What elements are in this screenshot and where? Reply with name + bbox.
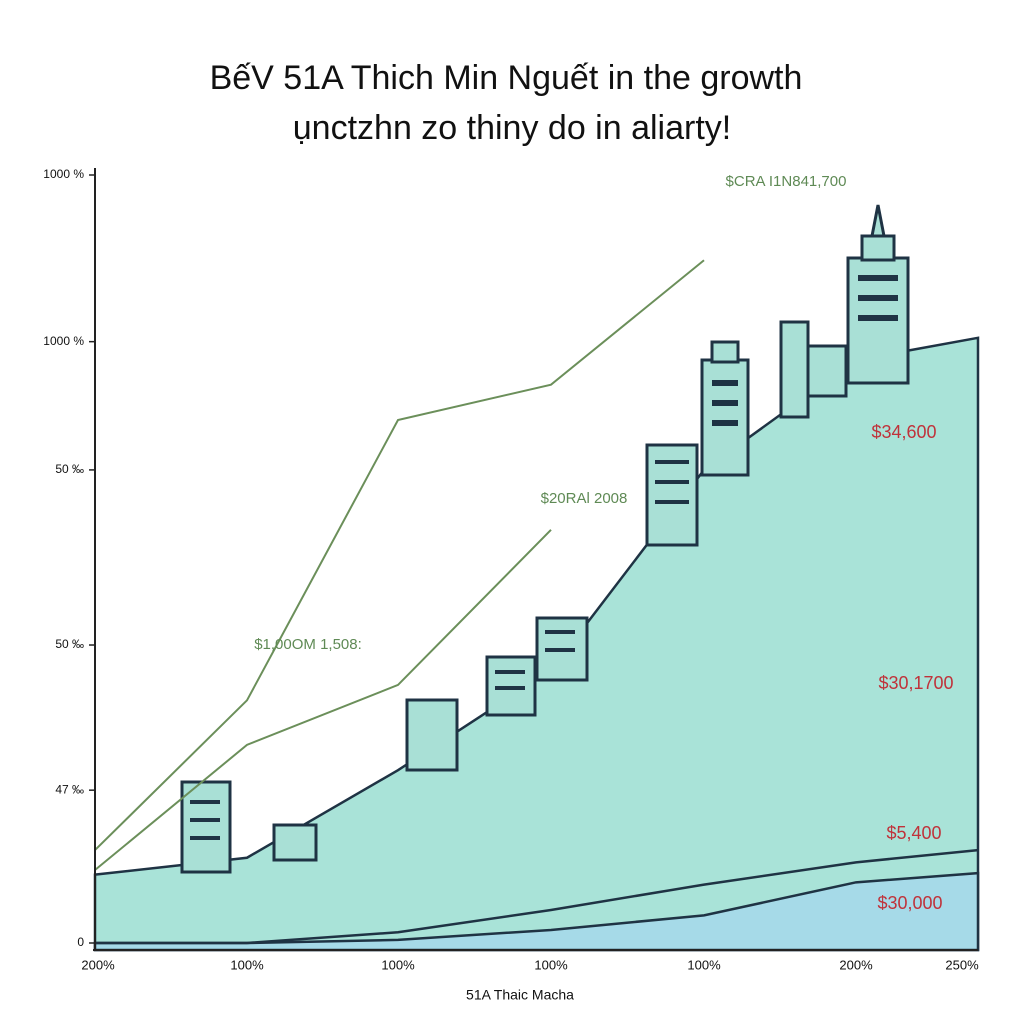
x-tick-label: 100%	[687, 957, 721, 972]
x-tick-label: 200%	[839, 957, 873, 972]
x-tick-label: 200%	[81, 957, 115, 972]
x-axis-label: 51A Thaic Macha	[466, 987, 574, 1003]
line	[94, 529, 552, 871]
chart-title: BếV 51A Thich Min Nguết in the growth	[210, 59, 803, 97]
line	[95, 848, 979, 945]
y-tick-label: 1000 %	[43, 334, 84, 348]
x-tick-label: 100%	[230, 957, 264, 972]
x-tick-label: 100%	[381, 957, 415, 972]
annotation: $1,00OM 1,508:	[254, 636, 362, 653]
annotation: $34,600	[871, 422, 936, 442]
x-tick-label: 250%	[945, 957, 979, 972]
chart-subtitle: ụnctzhn zo thiny do in aliarty!	[293, 109, 731, 147]
y-tick-label: 1000 %	[43, 167, 84, 181]
annotation: $20RAl 2008	[541, 490, 628, 507]
buildings	[180, 204, 910, 874]
annotation: $30,000	[877, 893, 942, 913]
y-tick-label: 47 ‰	[55, 782, 84, 796]
y-tick-label: 50 ‰	[55, 637, 84, 651]
annotation: $30,1700	[878, 673, 953, 693]
annotation: $5,400	[886, 823, 941, 843]
annotation: $CRA I1N841,700	[726, 173, 847, 190]
y-tick-label: 0	[77, 935, 84, 949]
x-tick-label: 100%	[534, 957, 568, 972]
line	[94, 259, 705, 851]
y-tick-label: 50 ‰	[55, 462, 84, 476]
